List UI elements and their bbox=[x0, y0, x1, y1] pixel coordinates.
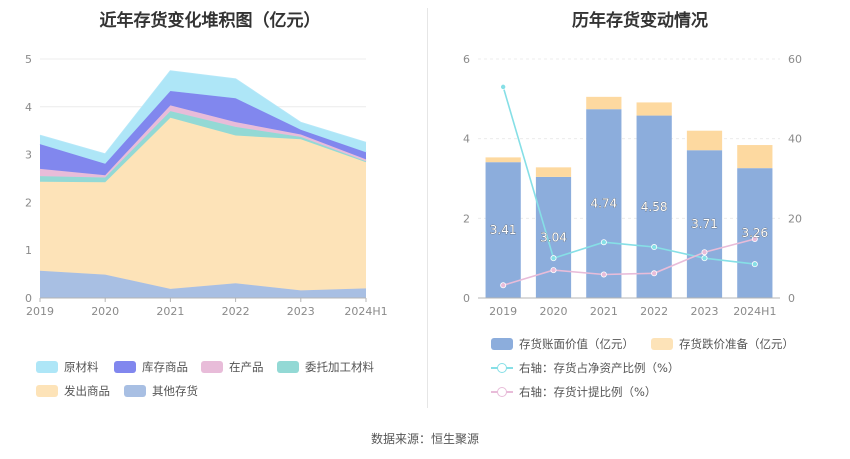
area-series-0 bbox=[40, 270, 366, 298]
area-series-edge-5 bbox=[39, 70, 367, 155]
right-x-tick-label: 2023 bbox=[691, 305, 719, 318]
bar-provision bbox=[737, 145, 773, 169]
bar-data-label: 3.71 bbox=[691, 217, 718, 231]
left-x-tick-label: 2021 bbox=[156, 305, 184, 318]
right-right-y-tick-label: 20 bbox=[788, 212, 802, 225]
provision-line-point bbox=[500, 282, 507, 289]
legend-swatch-ratio-line bbox=[491, 362, 513, 374]
bar-book-value bbox=[485, 162, 521, 298]
ratio-line-point bbox=[500, 83, 507, 90]
bar-data-label: 3.41 bbox=[490, 223, 517, 237]
legend-label-entrusted: 委托加工材料 bbox=[305, 360, 374, 374]
legend-label-ratio-line: 右轴：存货占净资产比例（%） bbox=[519, 361, 680, 375]
legend-label-wip: 在产品 bbox=[229, 360, 264, 374]
right-x-tick-label: 2022 bbox=[640, 305, 668, 318]
right-right-y-tick-label: 0 bbox=[788, 292, 795, 305]
left-x-tick-label: 2019 bbox=[26, 305, 54, 318]
legend-label-book-value: 存货账面价值（亿元） bbox=[519, 337, 634, 351]
bar-data-label: 4.74 bbox=[590, 197, 617, 211]
area-series-3 bbox=[40, 105, 366, 178]
legend-swatch-stock bbox=[114, 361, 136, 373]
legend-label-stock: 库存商品 bbox=[142, 360, 188, 374]
legend-item-ratio-line[interactable]: 右轴：存货占净资产比例（%） bbox=[491, 360, 679, 376]
left-x-tick-label: 2022 bbox=[222, 305, 250, 318]
left-y-tick-label: 2 bbox=[25, 196, 32, 209]
legend-item-provision-line[interactable]: 右轴：存货计提比例（%） bbox=[491, 384, 656, 400]
left-y-tick-label: 0 bbox=[25, 292, 32, 305]
provision-line-point bbox=[701, 249, 708, 256]
bar-provision bbox=[535, 167, 572, 177]
ratio-line-point bbox=[550, 255, 557, 262]
left-y-tick-label: 3 bbox=[25, 149, 32, 162]
legend-swatch-shipped bbox=[36, 385, 58, 397]
provision-line-point bbox=[751, 236, 758, 243]
bar-data-label: 3.04 bbox=[540, 230, 567, 244]
bar-book-value bbox=[737, 168, 773, 298]
chart-title-left: 近年存货变化堆积图（亿元） bbox=[99, 11, 321, 31]
provision-line-point bbox=[550, 267, 557, 274]
provision-line-point bbox=[651, 270, 658, 277]
legend-swatch-provision-line bbox=[491, 386, 513, 398]
legend-item-book-value[interactable]: 存货账面价值（亿元） bbox=[491, 336, 634, 352]
right-x-tick-label: 2020 bbox=[540, 305, 568, 318]
legend-label-shipped: 发出商品 bbox=[64, 384, 110, 398]
bar-book-value bbox=[686, 150, 723, 298]
legend-swatch-provision bbox=[651, 338, 673, 350]
legend-swatch-wip bbox=[201, 361, 223, 373]
area-series-4 bbox=[40, 91, 366, 176]
legend-swatch-book-value bbox=[491, 338, 513, 350]
legend-item-raw[interactable]: 原材料 bbox=[36, 359, 99, 375]
legend-swatch-entrusted bbox=[277, 361, 299, 373]
bar-provision bbox=[686, 130, 723, 151]
provision-line-path bbox=[502, 238, 756, 287]
legend-swatch-raw bbox=[36, 361, 58, 373]
bar-book-value bbox=[586, 109, 622, 298]
ratio-line-point bbox=[651, 244, 658, 251]
source-note: 数据来源：恒生聚源 bbox=[370, 432, 479, 446]
provision-line-point bbox=[600, 271, 607, 278]
panel-divider bbox=[427, 8, 428, 408]
right-right-y-tick-label: 60 bbox=[788, 53, 802, 66]
right-x-tick-label: 2021 bbox=[590, 305, 618, 318]
right-left-y-tick-label: 6 bbox=[463, 53, 470, 66]
legend-item-provision[interactable]: 存货跌价准备（亿元） bbox=[651, 336, 794, 352]
bar-provision bbox=[485, 157, 521, 163]
bar-book-value bbox=[535, 176, 572, 298]
right-x-tick-label: 2024H1 bbox=[733, 305, 776, 318]
left-y-tick-label: 5 bbox=[25, 53, 32, 66]
right-right-y-tick-label: 40 bbox=[788, 133, 802, 146]
ratio-line-point bbox=[751, 261, 758, 268]
legend-label-provision-line: 右轴：存货计提比例（%） bbox=[519, 385, 657, 399]
ratio-line-path bbox=[502, 86, 755, 265]
area-series-2 bbox=[40, 111, 366, 183]
legend-label-raw: 原材料 bbox=[64, 360, 99, 374]
legend-item-stock[interactable]: 库存商品 bbox=[114, 359, 188, 375]
left-x-tick-label: 2024H1 bbox=[344, 305, 387, 318]
legend-item-wip[interactable]: 在产品 bbox=[201, 359, 264, 375]
legend-item-other[interactable]: 其他存货 bbox=[124, 383, 198, 399]
legend-swatch-other bbox=[124, 385, 146, 397]
legend-label-other: 其他存货 bbox=[152, 384, 198, 398]
bar-provision bbox=[636, 102, 672, 116]
bar-data-label: 4.58 bbox=[641, 200, 668, 214]
left-y-tick-label: 1 bbox=[25, 244, 32, 257]
legend-item-shipped[interactable]: 发出商品 bbox=[36, 383, 110, 399]
chart-title-right: 历年存货变动情况 bbox=[572, 11, 708, 31]
left-y-tick-label: 4 bbox=[25, 101, 32, 114]
right-x-tick-label: 2019 bbox=[489, 305, 517, 318]
ratio-line-point bbox=[600, 239, 607, 246]
bar-provision bbox=[586, 96, 622, 110]
legend-label-provision: 存货跌价准备（亿元） bbox=[679, 337, 794, 351]
right-left-y-tick-label: 0 bbox=[463, 292, 470, 305]
ratio-line-point bbox=[701, 255, 708, 262]
area-series-1 bbox=[40, 117, 366, 291]
legend-item-entrusted[interactable]: 委托加工材料 bbox=[277, 359, 374, 375]
left-x-tick-label: 2020 bbox=[91, 305, 119, 318]
bar-data-label: 3.26 bbox=[741, 226, 768, 240]
right-left-y-tick-label: 4 bbox=[463, 133, 470, 146]
left-x-tick-label: 2023 bbox=[287, 305, 315, 318]
right-left-y-tick-label: 2 bbox=[463, 212, 470, 225]
area-series-5 bbox=[40, 71, 366, 164]
